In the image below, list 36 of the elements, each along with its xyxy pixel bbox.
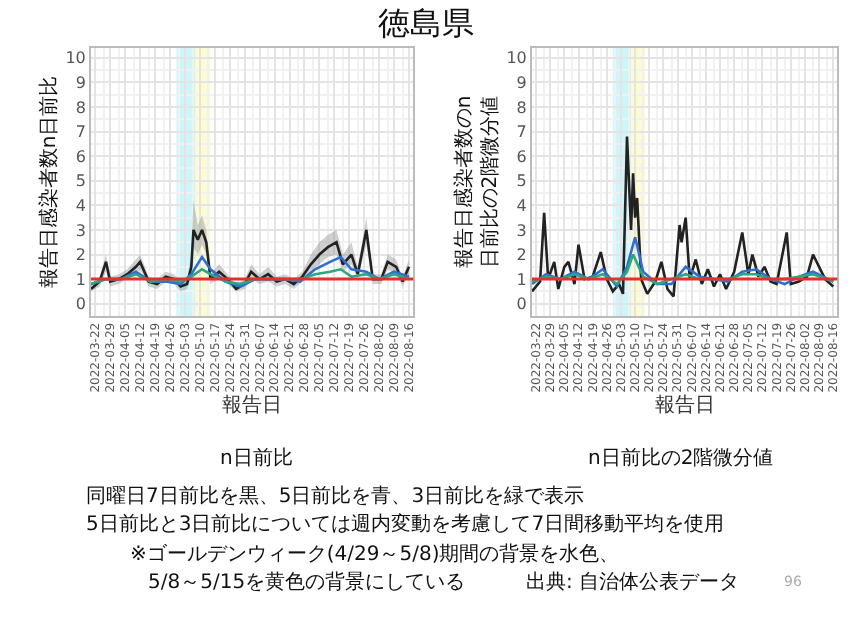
line-series	[532, 135, 835, 298]
y-tick-label: 2	[75, 246, 86, 265]
text: 5/8～5/15を黄色の背景にしている	[148, 570, 466, 594]
y-tick-label: 7	[516, 123, 527, 142]
y-tick-label: 3	[516, 221, 527, 240]
text: n日前比の2階微分値	[588, 446, 774, 470]
y-tick-label: 7	[75, 123, 86, 142]
y-tick-label: 10	[65, 49, 86, 68]
text: ※ゴールデンウィーク(4/29～5/8)期間の背景を水色、	[130, 542, 620, 566]
text: 5日前比と3日前比については週内変動を考慮して7日間移動平均を使用	[86, 512, 725, 536]
y-tick-label: 0	[75, 295, 86, 314]
y-tick-label: 4	[516, 196, 527, 215]
y-tick-label: 10	[506, 49, 527, 68]
line-series	[91, 228, 411, 291]
x-axis-title: 報告日	[222, 392, 283, 417]
y-axis-title: 報告日感染者数のn日前比の2階微分値	[452, 95, 503, 269]
y-tick-label: 3	[75, 221, 86, 240]
y-tick-label: 0	[516, 295, 527, 314]
y-tick-label: 1	[516, 270, 527, 289]
y-tick-label: 2	[516, 246, 527, 265]
y-tick-label: 1	[75, 270, 86, 289]
y-tick-label: 5	[516, 172, 527, 191]
text: 同曜日7日前比を黒、5日前比を青、3日前比を緑で表示	[86, 484, 585, 508]
y-axis-title: 報告日感染者数n日前比	[37, 75, 62, 289]
text: 徳島県	[378, 4, 474, 42]
text: n日前比	[220, 446, 293, 470]
x-axis-title: 報告日	[654, 392, 715, 417]
source-note: 出典: 自治体公表データ	[526, 570, 740, 594]
y-tick-label: 4	[75, 196, 86, 215]
y-tick-label: 8	[516, 98, 527, 117]
y-tick-label: 6	[516, 147, 527, 166]
y-tick-label: 9	[75, 74, 86, 93]
y-tick-label: 9	[516, 74, 527, 93]
y-tick-label: 5	[75, 172, 86, 191]
y-tick-label: 6	[75, 147, 86, 166]
y-tick-label: 8	[75, 98, 86, 117]
